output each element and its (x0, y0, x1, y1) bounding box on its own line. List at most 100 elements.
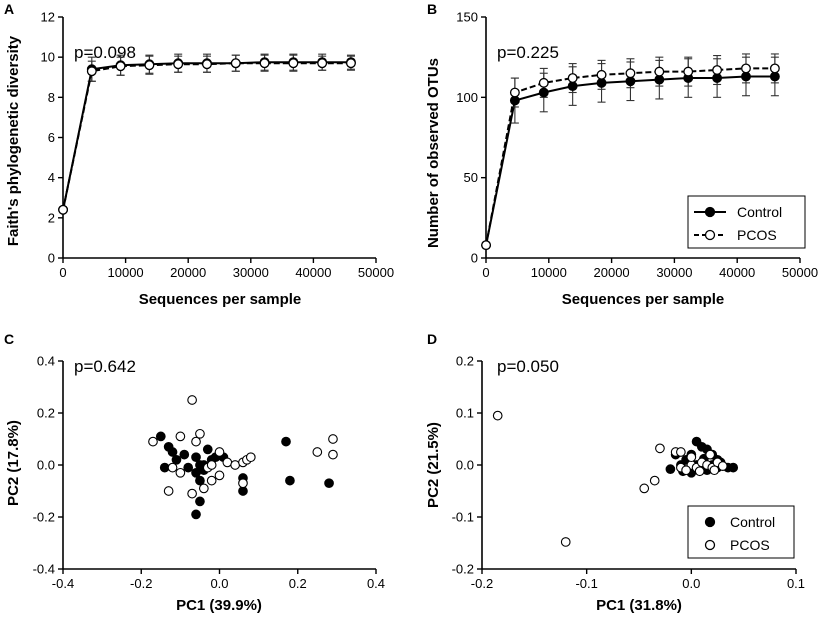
panel-d-x-tick-label: 0.0 (682, 576, 700, 591)
panel-a-pcos-line (62, 62, 351, 211)
panel-a-y-tick-label: 12 (41, 10, 55, 25)
panel-a-pcos-point (144, 60, 155, 71)
panel-a-y-tick-label: 6 (48, 130, 55, 145)
panel-c-pcos-point (214, 470, 225, 481)
panel-b-x-tick-label: 40000 (719, 265, 755, 280)
legend-pcos-marker (704, 539, 716, 551)
panel-c-y-tick-label: 0.2 (37, 406, 55, 421)
panel-c-control-point (191, 452, 201, 463)
panel-c-x-tick-label: 0.4 (367, 576, 385, 591)
panel-b-pcos-point (509, 87, 520, 98)
panel-c-control-point (281, 436, 291, 447)
panel-c-pcos-point (187, 395, 197, 405)
panel-c-control-point (285, 475, 295, 486)
panel-d-control-point (665, 464, 676, 475)
panel-c-pcos-point (245, 452, 256, 463)
panel-c-pcos-point (163, 486, 174, 496)
legend-control-label: Control (730, 514, 775, 530)
panel-b-pcos-point (596, 69, 607, 80)
panel-a-letter: A (4, 1, 14, 17)
panel-b-pcos-point (712, 65, 723, 75)
panel-a-pcos-point (58, 204, 69, 215)
panel-d-pcos-point (717, 461, 728, 471)
panel-c-y-tick-label: 0.0 (37, 458, 55, 473)
panel-d-pcos-point (681, 465, 691, 476)
legend-control-label: Control (737, 204, 782, 220)
panel-d-legend: Control PCOS (687, 505, 795, 559)
panel-a-plot: 0 10000 20000 30000 40000 50000 0 2 4 6 8 10 12 (41, 10, 395, 281)
panel-c-y-tick-label: 0.4 (37, 354, 55, 369)
panel-b-control-point (769, 71, 780, 82)
panel-d-x-tick-label: 0.1 (787, 576, 805, 591)
panel-c-control-point (191, 509, 201, 520)
panel-b-control-point (567, 81, 578, 92)
panel-a-pcos-point (317, 58, 328, 69)
panel-a-control-line (62, 61, 351, 211)
panel-a-x-tick-label: 0 (59, 265, 66, 280)
panel-c-y-tick-label: -0.4 (33, 562, 55, 577)
panel-c-pcos-point (328, 449, 338, 460)
panel-a-p-value: p=0.098 (74, 43, 136, 62)
legend-control-marker (704, 206, 716, 218)
panel-c-control-point (183, 462, 194, 473)
panel-a-pcos-point (86, 66, 97, 77)
panel-d-letter: D (427, 331, 437, 347)
panel-b-pcos-point (769, 63, 780, 74)
panel-b-x-tick-label: 0 (482, 265, 489, 280)
panel-b-x-tick-label: 50000 (782, 265, 818, 280)
panel-a-y-tick-label: 2 (48, 210, 55, 225)
panel-b-ylabel: Number of observed OTUs (425, 58, 442, 248)
panel-a-xlabel: Sequences per sample (139, 291, 302, 308)
panel-a-pcos-point (346, 58, 356, 69)
panel-a-pcos-point (173, 59, 184, 70)
panel-b-y-tick-label: 150 (456, 10, 478, 25)
panel-c-p-value: p=0.642 (74, 357, 136, 376)
panel-d-legend-box (687, 505, 795, 559)
panel-b-control-point (509, 95, 520, 106)
legend-pcos-label: PCOS (730, 537, 770, 553)
panel-c-plot: -0.4 -0.2 0.0 0.2 0.4 -0.4 -0.2 0.0 0.2 0.4 (33, 354, 385, 592)
panel-c-pcos-point (191, 436, 201, 447)
panel-a-x-tick-label: 10000 (108, 265, 144, 280)
panel-a-pcos-point (230, 58, 241, 69)
panel-c-pcos-point (312, 447, 323, 457)
panel-c-y-tick-label: -0.2 (33, 510, 55, 525)
panel-a-x-tick-label: 20000 (170, 265, 206, 280)
panel-c-ylabel: PC2 (17.8%) (5, 420, 22, 506)
panel-c-x-tick-label: -0.4 (52, 576, 74, 591)
panel-d-x-tick-label: -0.1 (575, 576, 597, 591)
panel-a-x-tick-label: 30000 (233, 265, 269, 280)
panel-d-pcos-point (686, 452, 697, 463)
legend-pcos-label: PCOS (737, 227, 777, 243)
panel-c-control-point (195, 475, 205, 486)
panel-b-control-point (654, 74, 665, 85)
panel-c-control-point (324, 478, 334, 489)
panel-b-x-tick-label: 30000 (656, 265, 692, 280)
panel-b-xlabel: Sequences per sample (562, 291, 725, 308)
panel-b-p-value: p=0.225 (497, 43, 559, 62)
panel-d-pcos-point (676, 447, 686, 457)
panel-d-pcos-point (560, 537, 571, 547)
panel-d-ylabel: PC2 (21.5%) (425, 422, 442, 508)
panel-b-control-point (538, 87, 549, 98)
panel-c-pcos-point (199, 483, 209, 494)
panel-b-pcos-point (683, 66, 694, 77)
panel-c: C p=0.642 PC1 (39.9%) PC2 (17.8%) -0.4 -0… (4, 331, 385, 614)
panel-d-pcos-point (709, 465, 720, 476)
panel-d-y-tick-label: 0.1 (456, 406, 474, 421)
panel-d-y-tick-label: 0.0 (456, 458, 474, 473)
panel-c-letter: C (4, 331, 14, 347)
panel-d-xlabel: PC1 (31.8%) (596, 597, 682, 614)
panel-d-y-tick-label: -0.1 (452, 510, 474, 525)
panel-a-y-tick-label: 4 (48, 170, 55, 185)
panel-c-control-point (167, 447, 178, 457)
legend-control-marker (704, 516, 716, 528)
panel-c-control-point (155, 431, 166, 442)
panel-c-pcos-point (195, 428, 205, 439)
panel-b-control-point (625, 76, 636, 87)
panel-c-control-point (179, 449, 190, 460)
panel-a-x-tick-label: 50000 (358, 265, 394, 280)
panel-b-control-point (741, 71, 751, 82)
panel-c-pcos-point (167, 462, 178, 473)
